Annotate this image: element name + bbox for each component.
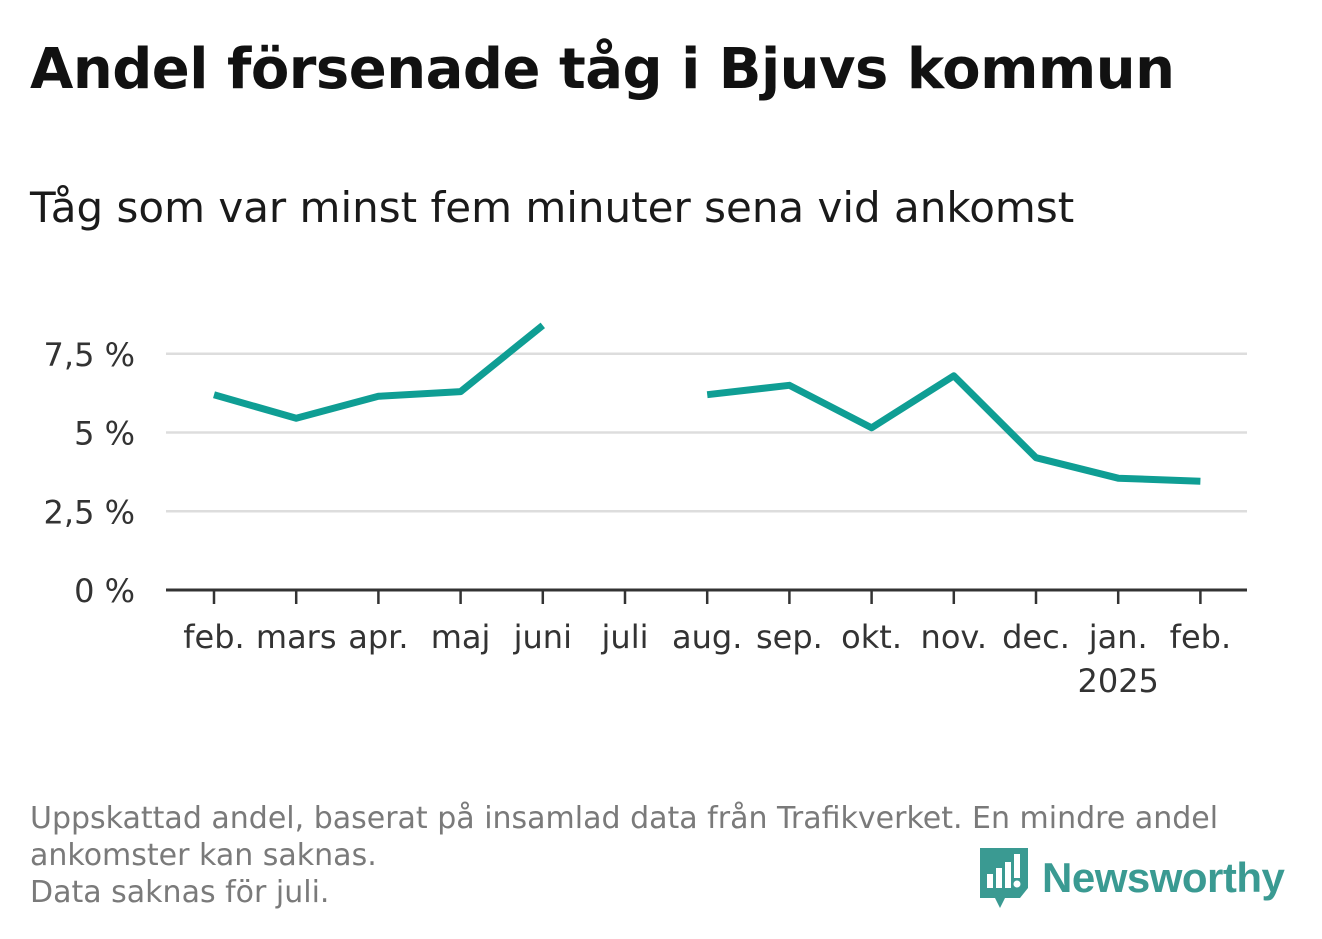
series-line-segment	[706, 372, 1201, 485]
x-tick-label: feb.	[1170, 618, 1231, 656]
x-tick-sublabel: 2025	[1077, 662, 1158, 700]
x-tick-label: juli	[601, 618, 649, 656]
x-tick-label: apr.	[348, 618, 408, 656]
grid-lines	[166, 352, 1247, 513]
chart-title: Andel försenade tåg i Bjuvs kommun	[30, 37, 1175, 102]
x-tick-label: dec.	[1002, 618, 1070, 656]
x-tick-label: mars	[256, 618, 337, 656]
y-tick-label: 5 %	[74, 415, 135, 453]
y-axis-ticks: 0 % 2,5 % 5 % 7,5 %	[44, 336, 135, 610]
newsworthy-logo-icon	[980, 848, 1028, 908]
y-tick-label: 0 %	[74, 572, 135, 610]
x-tick-label: nov.	[921, 618, 987, 656]
brand-logo: Newsworthy	[980, 848, 1285, 908]
footer-note-line-2: ankomster kan saknas.	[30, 838, 377, 873]
series-line-segment	[213, 322, 545, 422]
x-tick-label: juni	[513, 618, 572, 656]
x-tick-label: okt.	[841, 618, 902, 656]
footer-note: Uppskattad andel, baserat på insamlad da…	[30, 800, 1290, 911]
footer-note-line-3: Data saknas för juli.	[30, 875, 330, 910]
x-tick-label: feb.	[183, 618, 244, 656]
x-tick-label: maj	[431, 618, 491, 656]
chart-subtitle: Tåg som var minst fem minuter sena vid a…	[30, 183, 1075, 232]
y-tick-label: 7,5 %	[44, 336, 135, 374]
x-tick-label: aug.	[672, 618, 742, 656]
x-axis: feb. mars apr. maj juni juli aug. sep. okt. nov. d…	[166, 588, 1247, 700]
x-tick-label: sep.	[756, 618, 823, 656]
series-lines	[213, 322, 1201, 485]
y-tick-label: 2,5 %	[44, 493, 135, 531]
footer-note-line-1: Uppskattad andel, baserat på insamlad da…	[30, 801, 1219, 836]
brand-name: Newsworthy	[1042, 854, 1285, 901]
x-tick-label: jan.	[1088, 618, 1148, 656]
